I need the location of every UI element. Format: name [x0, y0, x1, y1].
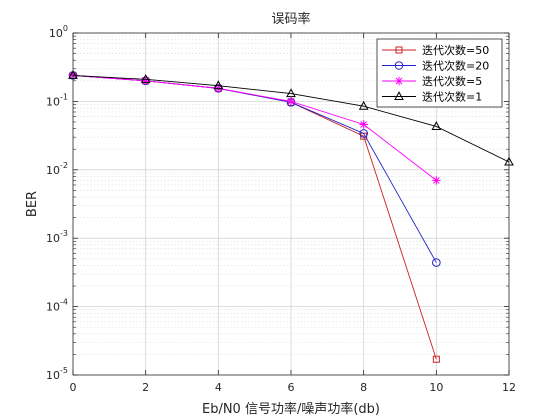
- data-point: [286, 97, 296, 106]
- x-tick-label: 4: [215, 381, 222, 394]
- x-tick-label: 10: [429, 381, 443, 394]
- legend-entry: 迭代次数=20: [382, 59, 489, 73]
- y-tick-label-exponent: -3: [60, 229, 68, 238]
- series-line: [72, 74, 510, 163]
- legend-marker: [394, 76, 404, 86]
- data-point: [431, 121, 442, 130]
- data-point: [213, 80, 224, 90]
- y-tick-label: 10-2: [46, 161, 68, 177]
- y-tick-label-base: 10: [46, 369, 60, 382]
- legend-entry: 迭代次数=5: [382, 74, 482, 88]
- x-tick-label: 6: [288, 381, 295, 394]
- data-point: [141, 76, 150, 86]
- data-point: [286, 88, 296, 98]
- x-tick-label: 12: [502, 381, 516, 394]
- y-tick-label: 10-3: [46, 229, 68, 245]
- y-tick-label: 100: [49, 24, 68, 40]
- data-point: [359, 120, 368, 129]
- y-tick-label-base: 10: [49, 27, 63, 40]
- data-point: [358, 100, 369, 110]
- data-point: [432, 258, 441, 267]
- data-point: [432, 355, 440, 363]
- x-axis-label: Eb/N0 信号功率/噪声功率(db): [202, 401, 380, 417]
- x-tick-label: 8: [360, 381, 367, 394]
- chart-title: 误码率: [271, 11, 310, 27]
- y-tick-label: 10-5: [46, 366, 68, 382]
- y-tick-label-base: 10: [46, 95, 60, 108]
- y-tick-label-base: 10: [46, 164, 60, 177]
- y-axis-label: BER: [25, 191, 40, 217]
- legend-entry: 迭代次数=50: [382, 43, 489, 57]
- x-tick-label: 2: [142, 381, 149, 394]
- y-tick-label-exponent: -1: [60, 92, 68, 101]
- y-tick-label: 10-1: [46, 92, 68, 108]
- legend-entry: 迭代次数=1: [382, 90, 482, 104]
- legend-label: 迭代次数=20: [422, 59, 489, 73]
- y-tick-label-exponent: -5: [60, 366, 68, 375]
- y-tick-label-exponent: -2: [60, 161, 68, 170]
- data-point: [432, 176, 441, 185]
- x-tick-labels: 0 2 4 6 8 10 12: [70, 381, 517, 394]
- y-tick-label-exponent: 0: [63, 24, 68, 33]
- legend-label: 迭代次数=50: [422, 43, 489, 57]
- series-layer: [68, 70, 514, 363]
- legend-label: 迭代次数=5: [422, 74, 482, 88]
- y-tick-label-base: 10: [46, 301, 60, 314]
- data-point: [140, 74, 151, 83]
- data-point: [359, 129, 368, 138]
- axis-ticks: [72, 32, 510, 376]
- series-4: [68, 70, 514, 166]
- legend-marker: [394, 61, 404, 70]
- legend-marker: [395, 46, 403, 54]
- legend-label: 迭代次数=1: [422, 90, 482, 104]
- legend-marker: [394, 91, 404, 100]
- y-tick-label-exponent: -4: [60, 298, 68, 307]
- x-tick-label: 0: [70, 381, 77, 394]
- y-tick-label-base: 10: [46, 232, 60, 245]
- series-line: [72, 74, 437, 181]
- y-tick-label: 10-4: [46, 298, 68, 314]
